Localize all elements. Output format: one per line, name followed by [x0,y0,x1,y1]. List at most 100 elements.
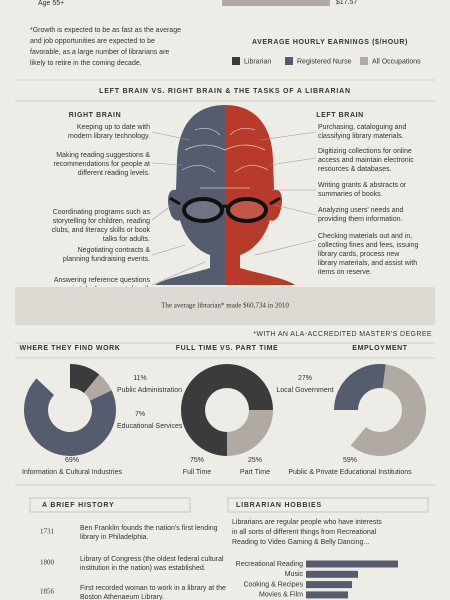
growth-note: *Growth is expected to be as fast as the… [30,27,181,34]
headline-band [15,287,435,325]
donut-slice [350,364,426,456]
left-brain-title: LEFT BRAIN [316,112,364,119]
task-text: Purchasing, cataloguing and [318,124,406,131]
task-text: Making reading suggestions & [56,152,150,159]
legend-label: Registered Nurse [297,58,352,65]
history-text: Library of Congress (the oldest federal … [80,556,224,563]
task-text: planning fundraising events. [63,256,150,263]
value-label: 25% [248,457,262,464]
history-title-box [29,497,191,513]
history-text: institution in the nation) was establish… [80,565,206,572]
task-text: Writing grants & abstracts or [318,182,407,189]
category-label: Cooking & Recipes [243,581,303,588]
task-text: different reading levels. [78,170,150,177]
task-text: items on reserve. [318,269,372,276]
task-text: collecting fines and fees, issuing [318,242,418,249]
task-text: Checking materials out and in, [318,233,412,240]
chart-title: LIBRARIAN HOBBIES [236,502,322,509]
section-title: LEFT BRAIN VS. RIGHT BRAIN & THE TASKS O… [99,88,351,95]
value-label: 27% [298,375,312,382]
task-text: providing them information. [318,216,402,223]
hobbies-intro: in all sorts of different things from Re… [232,529,377,536]
chart-title: EMPLOYMENT [352,345,408,352]
chart-title: AVERAGE HOURLY EARNINGS ($/HOUR) [252,39,408,46]
task-text: modern library technology. [68,133,150,140]
category-label: Movies & Film [259,592,303,599]
category-label: Educational Services [117,423,183,430]
history-year: 1731 [40,528,55,536]
task-text: resources & databases. [318,166,392,173]
glasses-frame [169,196,281,209]
history-text: library in Philadelphia. [80,534,149,541]
category-label: Recreational Reading [236,561,303,568]
category-label: Music [285,571,304,578]
age-label: Age 55+ [38,0,64,7]
hobbies-intro: Librarians are regular people who have i… [232,519,382,526]
task-text: Keeping up to date with [77,124,150,131]
history-year: 1800 [40,559,55,567]
legend-label: All Occupations [372,58,421,65]
head-illustration [155,105,295,285]
task-text: classifying library materials. [318,133,404,140]
bar [306,570,358,578]
hobbies-title-box [227,497,429,513]
bar [306,581,352,589]
value-label: 59% [343,457,357,464]
footnote: *WITH AN ALA-ACCREDITED MASTER'S DEGREE [253,331,432,338]
donut-slice [181,364,273,456]
chart-title: WHERE THEY FIND WORK [20,345,121,352]
category-label: Part Time [240,469,270,476]
bar [306,591,348,599]
hobbies-intro: Reading to Video Gaming & Belly Dancing.… [232,539,369,546]
history-text: Boston Athenaeum Library. [80,594,164,600]
legend-swatch [360,57,368,65]
task-text: clubs, and literacy skills or book [52,227,151,234]
head-left-half [225,105,295,285]
growth-note: and job opportunities are expected to be [30,38,155,45]
history-text: First recorded woman to work in a librar… [80,585,226,592]
glasses-lens [182,197,224,223]
task-text: Analyzing users' needs and [318,207,403,214]
value-label: $17.57 [336,0,358,6]
category-label: Local Government [276,387,333,394]
history-title: A BRIEF HISTORY [42,502,114,509]
brain-lines [181,128,269,189]
task-text: storytelling for children, reading [53,218,150,225]
task-text: library materials, and assist with [318,260,417,267]
chart-title: FULL TIME VS. PART TIME [176,345,279,352]
growth-note: likely to retire in the coming decade. [30,60,142,67]
legend-swatch [232,57,240,65]
task-text: recommendations for people at [54,161,151,168]
history-text: Ben Franklin founds the nation's first l… [80,525,218,532]
donut-slice [24,378,117,457]
value-label: 11% [133,375,147,382]
legend-swatch [285,57,293,65]
growth-note: favorable, as a large number of libraria… [30,49,169,56]
headline: The average librarian* made $60,734 in 2… [161,302,289,310]
bar [222,0,330,6]
glasses-lens [226,197,268,223]
donut-slice [84,374,112,401]
legend-label: Librarian [244,58,271,65]
value-label: 7% [135,411,145,418]
task-text: Digitizing collections for online [318,148,412,155]
donut-slice [70,364,100,394]
donut-slice [334,364,386,410]
right-brain-title: RIGHT BRAIN [69,112,122,119]
connectors [151,131,317,286]
task-text: Answering reference questions [54,277,151,284]
connector [151,131,317,286]
task-text: Negotiating contracts & [78,247,151,254]
value-label: 75% [190,457,204,464]
category-label: Public Administration [117,387,182,394]
category-label: Public & Private Educational Institution… [288,469,412,476]
task-text: Coordinating programs such as [53,209,151,216]
value-label: 69% [65,457,79,464]
task-text: talks for adults. [103,236,150,243]
task-text: library cards, process new [318,251,400,258]
category-label: Full Time [183,469,212,476]
bar [306,560,398,568]
task-text: access and maintain electronic [318,157,414,164]
task-text: summaries of books. [318,191,383,198]
donut-slice [227,410,273,456]
